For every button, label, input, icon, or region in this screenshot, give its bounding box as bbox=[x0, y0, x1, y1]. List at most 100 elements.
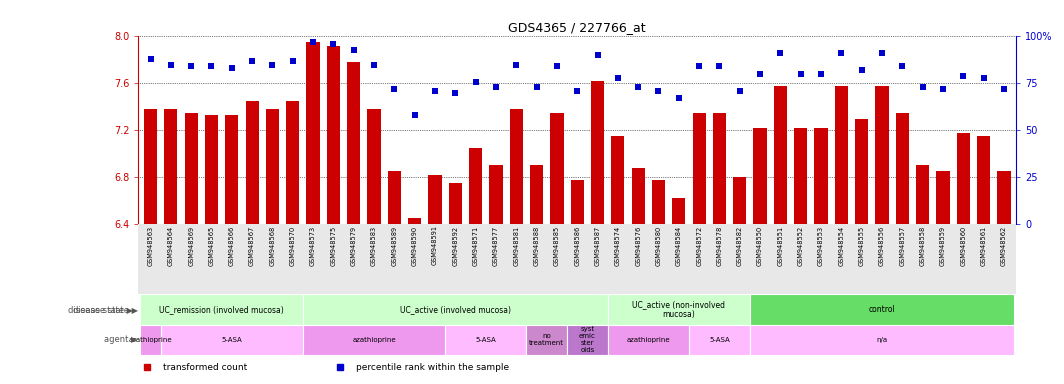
Point bbox=[589, 52, 606, 58]
Text: disease state ▶: disease state ▶ bbox=[68, 305, 133, 314]
Point bbox=[528, 84, 545, 90]
Text: GSM948582: GSM948582 bbox=[736, 225, 743, 266]
Point bbox=[975, 74, 992, 81]
Text: GSM948554: GSM948554 bbox=[838, 225, 845, 266]
Bar bbox=[591, 81, 604, 224]
Point bbox=[813, 71, 830, 77]
Bar bbox=[997, 171, 1011, 224]
Bar bbox=[449, 183, 462, 224]
Bar bbox=[896, 113, 909, 224]
Point bbox=[670, 95, 687, 101]
Text: GSM948581: GSM948581 bbox=[513, 225, 519, 266]
Point bbox=[142, 56, 159, 62]
Text: 5-ASA: 5-ASA bbox=[476, 337, 496, 343]
Bar bbox=[835, 86, 848, 224]
Bar bbox=[246, 101, 259, 224]
Text: GSM948579: GSM948579 bbox=[351, 225, 356, 266]
Bar bbox=[164, 109, 178, 224]
Text: GSM948587: GSM948587 bbox=[595, 225, 600, 266]
Bar bbox=[689, 324, 750, 355]
Text: 5-ASA: 5-ASA bbox=[709, 337, 730, 343]
Text: GSM948563: GSM948563 bbox=[148, 225, 153, 266]
Bar bbox=[327, 46, 340, 224]
Bar bbox=[814, 128, 828, 224]
Bar bbox=[750, 324, 1014, 355]
Bar bbox=[205, 115, 218, 224]
Text: GSM948577: GSM948577 bbox=[493, 225, 499, 266]
Text: GSM948574: GSM948574 bbox=[615, 225, 621, 266]
Bar bbox=[306, 42, 319, 224]
Point bbox=[934, 86, 951, 92]
Point bbox=[244, 58, 261, 64]
Bar bbox=[608, 324, 689, 355]
Text: GSM948561: GSM948561 bbox=[981, 225, 986, 266]
Text: GSM948551: GSM948551 bbox=[778, 225, 783, 266]
Text: GSM948564: GSM948564 bbox=[168, 225, 173, 266]
Text: no
treatment: no treatment bbox=[529, 333, 564, 346]
Text: GSM948571: GSM948571 bbox=[472, 225, 479, 266]
Text: transformed count: transformed count bbox=[163, 363, 247, 372]
Bar bbox=[489, 166, 502, 224]
Bar bbox=[140, 295, 303, 324]
Point bbox=[325, 41, 342, 47]
Text: GSM948560: GSM948560 bbox=[961, 225, 966, 266]
Bar bbox=[184, 113, 198, 224]
Bar bbox=[226, 115, 238, 224]
Bar bbox=[672, 198, 685, 224]
Text: GSM948566: GSM948566 bbox=[229, 225, 235, 266]
Bar bbox=[611, 136, 625, 224]
Bar bbox=[855, 119, 868, 224]
Text: agent ▶: agent ▶ bbox=[104, 335, 138, 344]
Bar bbox=[510, 109, 522, 224]
Point bbox=[427, 88, 444, 94]
Text: GSM948556: GSM948556 bbox=[879, 225, 885, 266]
Point bbox=[304, 39, 321, 45]
Point bbox=[771, 50, 788, 56]
Point bbox=[793, 71, 810, 77]
Point bbox=[223, 65, 240, 71]
Text: GSM948569: GSM948569 bbox=[188, 225, 194, 266]
Bar bbox=[469, 148, 482, 224]
Point bbox=[650, 88, 667, 94]
Text: GSM948584: GSM948584 bbox=[676, 225, 682, 266]
Bar bbox=[794, 128, 808, 224]
Bar bbox=[347, 62, 361, 224]
Bar bbox=[876, 86, 888, 224]
Text: GSM948562: GSM948562 bbox=[1001, 225, 1007, 266]
Bar bbox=[774, 86, 787, 224]
Text: GSM948589: GSM948589 bbox=[392, 225, 397, 266]
Text: azathioprine: azathioprine bbox=[352, 337, 396, 343]
Point bbox=[366, 61, 383, 68]
Bar bbox=[367, 109, 381, 224]
Point bbox=[467, 78, 484, 84]
Point bbox=[711, 63, 728, 70]
Point bbox=[508, 61, 525, 68]
Bar bbox=[936, 171, 949, 224]
Point bbox=[345, 46, 362, 53]
Bar bbox=[161, 324, 303, 355]
Text: azathioprine: azathioprine bbox=[129, 337, 172, 343]
Point bbox=[610, 74, 627, 81]
Text: percentile rank within the sample: percentile rank within the sample bbox=[356, 363, 510, 372]
Text: GSM948568: GSM948568 bbox=[269, 225, 276, 266]
Bar bbox=[916, 166, 929, 224]
Text: GSM948558: GSM948558 bbox=[919, 225, 926, 266]
Point bbox=[406, 112, 423, 118]
Text: 5-ASA: 5-ASA bbox=[221, 337, 243, 343]
Point bbox=[954, 73, 971, 79]
Bar bbox=[530, 166, 544, 224]
Text: n/a: n/a bbox=[877, 337, 887, 343]
Bar bbox=[144, 109, 157, 224]
Text: UC_active (non-involved
mucosa): UC_active (non-involved mucosa) bbox=[632, 300, 726, 319]
Bar bbox=[632, 168, 645, 224]
Bar bbox=[693, 113, 705, 224]
Bar bbox=[527, 324, 567, 355]
Text: GSM948580: GSM948580 bbox=[655, 225, 662, 266]
Point bbox=[996, 86, 1013, 92]
Point bbox=[163, 61, 180, 68]
Text: GSM948559: GSM948559 bbox=[940, 225, 946, 266]
Text: GSM948555: GSM948555 bbox=[859, 225, 865, 266]
Text: GSM948565: GSM948565 bbox=[209, 225, 215, 266]
Bar bbox=[713, 113, 726, 224]
Point bbox=[731, 88, 748, 94]
